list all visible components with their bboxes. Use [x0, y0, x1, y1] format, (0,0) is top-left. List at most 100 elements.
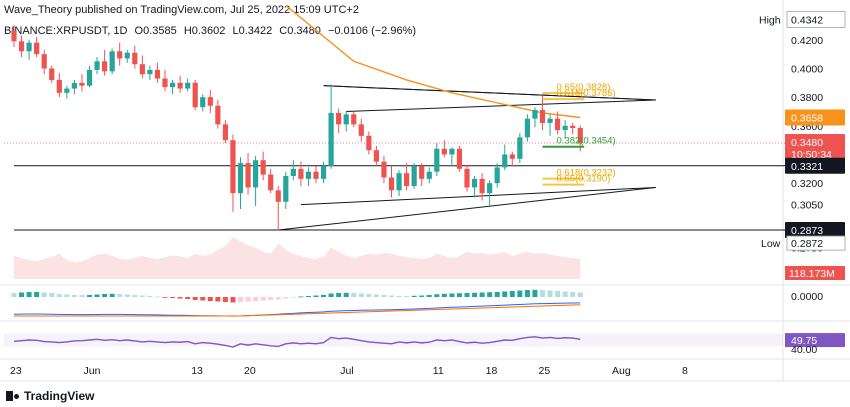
candle-body[interactable]: [562, 125, 568, 131]
candle-body[interactable]: [109, 51, 115, 72]
candle-body[interactable]: [11, 30, 17, 42]
candle-body[interactable]: [343, 114, 349, 125]
candle-body[interactable]: [366, 135, 372, 151]
volume-area: [14, 237, 581, 279]
candle-body[interactable]: [449, 148, 455, 155]
macd-histogram-bar: [419, 295, 425, 297]
candle-body[interactable]: [64, 88, 70, 93]
candle-body[interactable]: [419, 165, 425, 179]
candle-body[interactable]: [532, 110, 538, 119]
candle-body[interactable]: [456, 148, 463, 169]
low-tag-bg: [786, 235, 846, 251]
candle-body[interactable]: [102, 61, 108, 72]
candle-body[interactable]: [147, 69, 153, 75]
candle-body[interactable]: [426, 171, 432, 179]
candle-body[interactable]: [502, 154, 508, 168]
trend-line[interactable]: [300, 186, 656, 206]
candle-body[interactable]: [305, 171, 312, 179]
candle-body[interactable]: [124, 52, 130, 59]
candle-body[interactable]: [117, 51, 123, 59]
symbol-label[interactable]: BINANCE:XRPUSDT, 1D: [4, 25, 128, 37]
candle-body[interactable]: [411, 165, 417, 187]
candle-body[interactable]: [230, 140, 236, 194]
macd-histogram-bar: [328, 293, 334, 297]
candle-body[interactable]: [215, 105, 221, 125]
macd-histogram-bar: [532, 289, 538, 297]
candle-body[interactable]: [396, 173, 402, 191]
macd-histogram-bar: [517, 290, 523, 297]
candle-body[interactable]: [539, 110, 546, 123]
macd-histogram-bar: [509, 291, 515, 297]
candle-body[interactable]: [169, 82, 176, 88]
candle-body[interactable]: [577, 127, 583, 144]
candle-body[interactable]: [139, 64, 145, 75]
macd-histogram-bar: [19, 292, 25, 297]
candle-body[interactable]: [517, 137, 523, 159]
macd-histogram-bar: [479, 292, 485, 297]
candle-body[interactable]: [41, 54, 47, 69]
candle-body[interactable]: [86, 69, 93, 86]
candle-body[interactable]: [320, 165, 327, 179]
candle-body[interactable]: [18, 41, 25, 52]
macd-histogram-bar: [358, 293, 364, 297]
candle-body[interactable]: [207, 97, 213, 106]
candle-body[interactable]: [34, 42, 40, 55]
candle-body[interactable]: [547, 118, 553, 123]
candle-body[interactable]: [494, 167, 500, 184]
candle-body[interactable]: [479, 178, 485, 194]
candle-body[interactable]: [56, 79, 62, 93]
candle-body[interactable]: [388, 177, 395, 191]
candle-body[interactable]: [283, 175, 289, 202]
candle-body[interactable]: [71, 82, 77, 89]
candle-body[interactable]: [464, 168, 470, 188]
macd-histogram-bar: [177, 297, 183, 299]
candle-body[interactable]: [222, 124, 228, 141]
candle-body[interactable]: [471, 178, 478, 188]
candle-body[interactable]: [351, 114, 357, 125]
candle-body[interactable]: [154, 69, 161, 79]
candle-body[interactable]: [441, 148, 447, 155]
candle-body[interactable]: [260, 160, 266, 175]
candle-body[interactable]: [253, 160, 259, 188]
trend-line[interactable]: [323, 85, 656, 101]
candle-body[interactable]: [185, 82, 191, 89]
candle-body[interactable]: [336, 112, 342, 125]
candle-body[interactable]: [245, 163, 251, 188]
candle-body[interactable]: [132, 52, 138, 65]
candle-body[interactable]: [570, 125, 576, 128]
x-axis-tick: 8: [682, 365, 688, 377]
trend-line[interactable]: [346, 99, 656, 112]
macd-histogram-bar: [313, 295, 319, 297]
x-axis-tick: 11: [433, 365, 444, 377]
candle-body[interactable]: [200, 97, 206, 108]
trend-line[interactable]: [278, 186, 656, 231]
candle-body[interactable]: [524, 118, 530, 138]
candle-body[interactable]: [26, 42, 32, 52]
candle-body[interactable]: [358, 124, 364, 136]
candle-body[interactable]: [509, 154, 515, 159]
candle-body[interactable]: [555, 118, 561, 131]
candle-body[interactable]: [434, 148, 440, 172]
candle-body[interactable]: [192, 82, 198, 108]
candle-body[interactable]: [298, 168, 304, 179]
candle-body[interactable]: [237, 163, 244, 194]
macd-histogram-bar: [275, 297, 281, 300]
candle-body[interactable]: [404, 173, 410, 187]
candle-body[interactable]: [49, 68, 55, 80]
candle-body[interactable]: [313, 171, 319, 179]
candle-body[interactable]: [381, 161, 387, 178]
candle-body[interactable]: [162, 78, 168, 88]
level-tag-bg: [785, 157, 845, 174]
candle-body[interactable]: [373, 150, 379, 162]
candle-body[interactable]: [290, 168, 296, 176]
candle-body[interactable]: [177, 82, 183, 89]
candle-body[interactable]: [268, 174, 274, 191]
macd-histogram-bar: [147, 296, 153, 297]
candle-body[interactable]: [79, 82, 85, 86]
candle-body[interactable]: [328, 112, 334, 166]
candle-body[interactable]: [275, 190, 281, 202]
candle-body[interactable]: [94, 61, 100, 70]
tradingview-logo[interactable]: TradingView: [6, 389, 94, 403]
candle-body[interactable]: [487, 183, 493, 194]
